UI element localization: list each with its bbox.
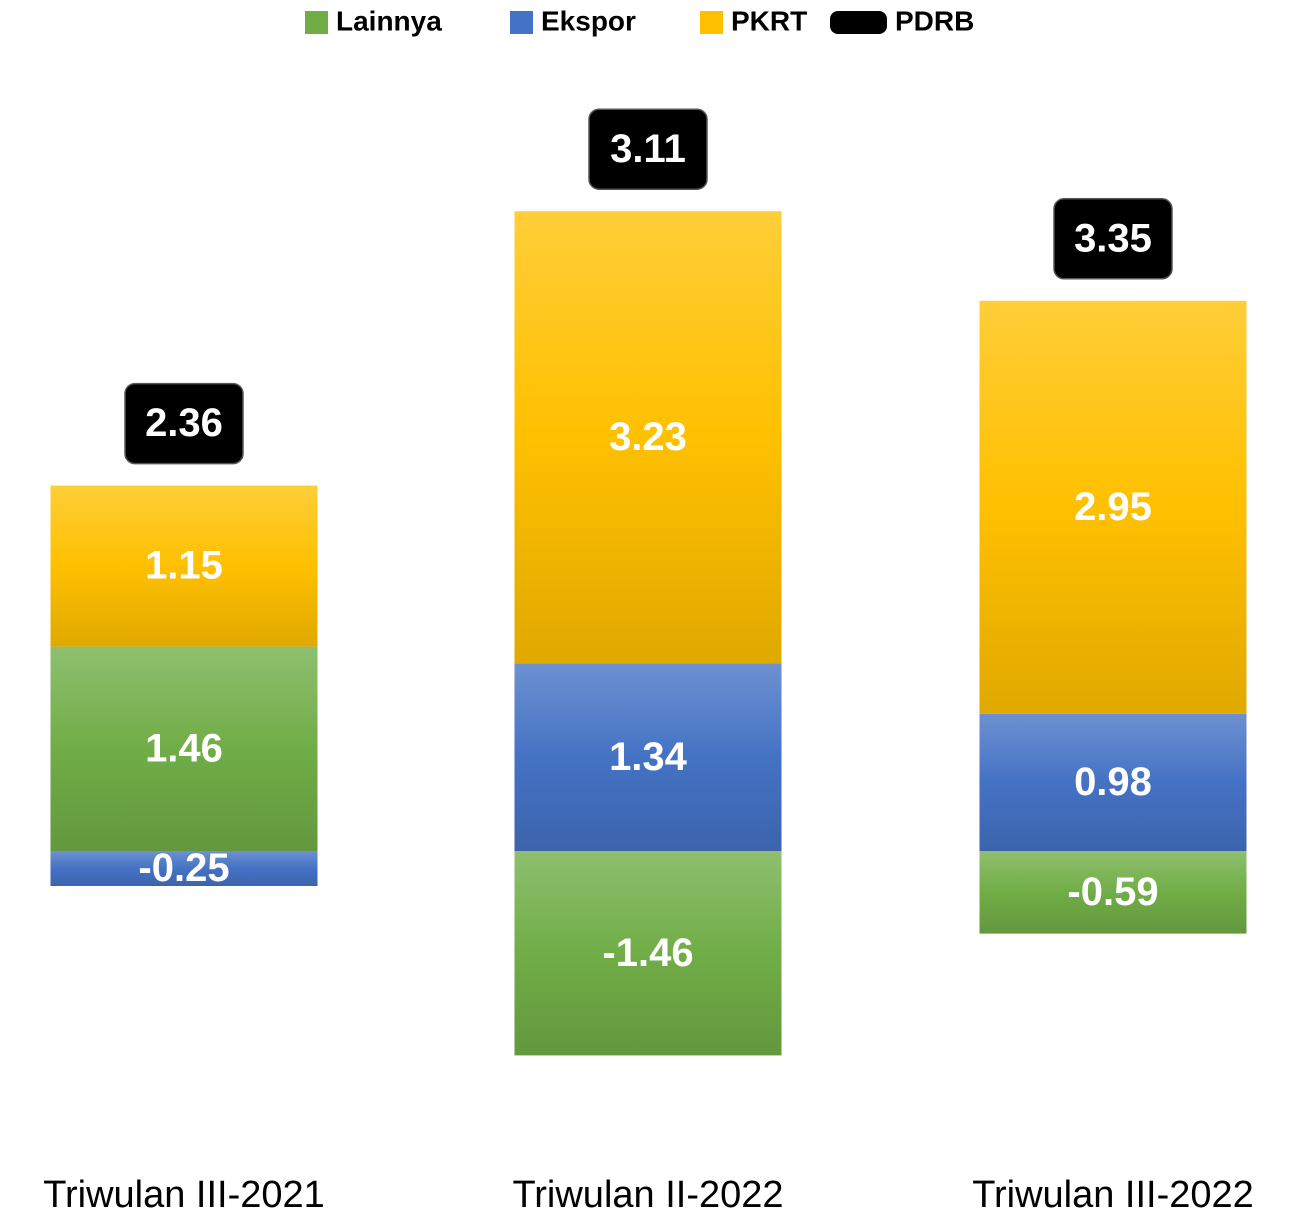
legend-label: PDRB — [895, 5, 974, 36]
legend-label: PKRT — [731, 5, 807, 36]
x-tick-label: Triwulan III-2022 — [972, 1174, 1254, 1216]
bar-segment — [50, 485, 318, 647]
total-box — [1053, 198, 1173, 280]
total-box — [588, 108, 708, 190]
data-label: 1.15 — [145, 544, 223, 588]
total-box — [124, 382, 244, 465]
legend-swatch — [305, 11, 328, 34]
x-tick-label: Triwulan II-2022 — [512, 1174, 783, 1216]
legend-label: Ekspor — [541, 5, 636, 36]
bar-segment — [979, 300, 1247, 714]
bar-segment — [50, 851, 318, 886]
bar-segment — [979, 851, 1247, 934]
bar-segment — [50, 646, 318, 851]
data-label: -0.59 — [1067, 870, 1158, 914]
bar-segment — [514, 211, 782, 664]
x-tick-label: Triwulan III-2021 — [43, 1174, 325, 1216]
data-label: -0.25 — [138, 846, 229, 890]
total-label: 2.36 — [145, 401, 223, 445]
total-label: 3.11 — [610, 127, 686, 171]
total-label: 3.35 — [1074, 216, 1152, 260]
bar-segment — [514, 851, 782, 1056]
legend-swatch — [830, 11, 887, 34]
data-label: 1.34 — [609, 735, 688, 779]
legend-swatch — [510, 11, 533, 34]
legend-swatch — [700, 11, 723, 34]
data-label: 1.46 — [145, 726, 223, 770]
bar-segment — [514, 663, 782, 851]
data-label: 3.23 — [609, 415, 687, 459]
data-label: 0.98 — [1074, 760, 1152, 804]
data-label: -1.46 — [602, 931, 693, 975]
bar-segment — [979, 713, 1247, 851]
data-label: 2.95 — [1074, 485, 1152, 529]
legend-label: Lainnya — [336, 5, 442, 36]
